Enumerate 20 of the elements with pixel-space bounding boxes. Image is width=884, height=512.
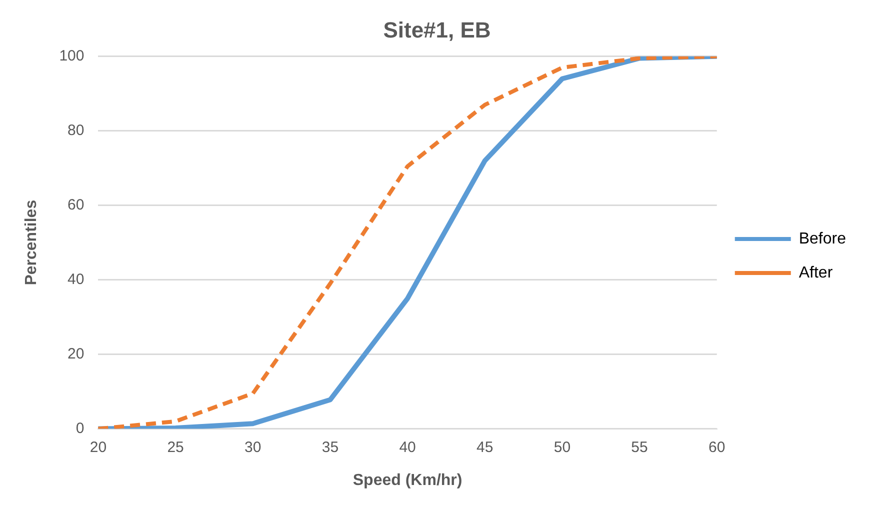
x-tick-label: 40 bbox=[399, 438, 416, 456]
x-axis-title: Speed (Km/hr) bbox=[352, 472, 462, 489]
chart-title: Site#1, EB bbox=[383, 17, 491, 42]
x-tick-label: 55 bbox=[631, 438, 648, 456]
y-tick-label: 40 bbox=[68, 270, 84, 288]
x-tick-label: 30 bbox=[244, 438, 262, 456]
y-tick-label: 0 bbox=[76, 420, 84, 437]
x-tick-label: 20 bbox=[90, 438, 107, 456]
y-tick-label: 60 bbox=[68, 196, 84, 214]
x-tick-label: 45 bbox=[476, 438, 494, 456]
y-tick-label: 20 bbox=[68, 345, 84, 362]
legend-label: Before bbox=[798, 230, 846, 248]
y-tick-label: 80 bbox=[68, 122, 84, 140]
x-tick-label: 25 bbox=[167, 438, 184, 456]
x-tick-label: 50 bbox=[554, 438, 571, 456]
legend-label: After bbox=[798, 264, 834, 282]
x-tick-label: 60 bbox=[708, 438, 726, 456]
x-tick-label: 35 bbox=[322, 438, 339, 456]
y-axis-title: Percentiles bbox=[23, 200, 40, 286]
y-tick-label: 100 bbox=[59, 48, 84, 65]
